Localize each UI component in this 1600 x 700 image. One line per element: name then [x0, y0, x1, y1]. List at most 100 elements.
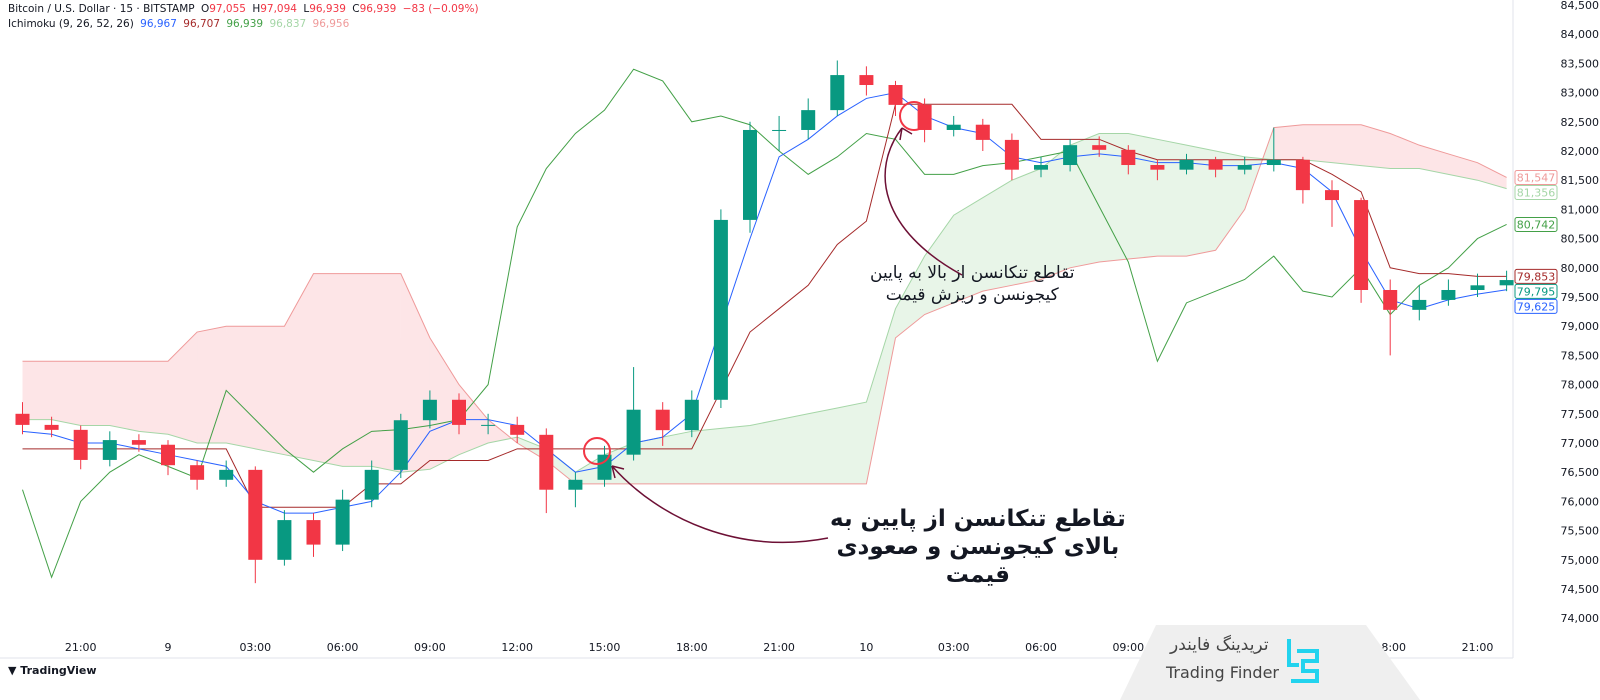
cloud-segment [1390, 133, 1420, 169]
candle-body [568, 479, 583, 490]
candle [248, 466, 263, 584]
symbol-legend: Bitcoin / U.S. Dollar · 15 · BITSTAMP O9… [8, 3, 482, 16]
y-tick-label: 84,500 [1561, 0, 1600, 12]
cloud-segment [1273, 124, 1303, 160]
candle [481, 413, 496, 435]
annotation-line: بالای کیجونسن و صعودی [836, 534, 1120, 560]
low-label: L [303, 3, 310, 15]
cloud-segment [1011, 168, 1041, 286]
candle-body [452, 399, 466, 425]
candle [713, 209, 728, 408]
x-tick-label: 9 [165, 641, 172, 654]
y-tick-label: 80,500 [1561, 233, 1600, 246]
x-tick-label: 18:00 [676, 641, 708, 654]
tradingview-logo[interactable]: ▼ TradingView [8, 664, 97, 677]
price-label-text: 79,795 [1517, 285, 1556, 298]
cloud-segment [429, 337, 459, 470]
candle-body [393, 420, 408, 470]
high-value: 97,094 [260, 3, 297, 15]
annotation-line: قیمت [945, 562, 1010, 588]
close-label: C [352, 3, 360, 15]
candle [393, 413, 408, 479]
candle-body [743, 129, 757, 220]
span-b-line [22, 124, 1507, 485]
candle [1354, 197, 1369, 303]
candle [539, 428, 554, 514]
arrow-bullish [611, 465, 829, 544]
candle [452, 393, 466, 435]
price-label-text: 81,356 [1517, 186, 1556, 199]
candle [1092, 136, 1107, 157]
arrowhead-bullish [611, 465, 625, 479]
indicator-legend[interactable]: Ichimoku (9, 26, 52, 26) 96,967 96,707 9… [8, 18, 352, 31]
y-tick-label: 81,000 [1561, 203, 1600, 216]
cloud-segment [1041, 145, 1071, 280]
cloud-segment [691, 428, 721, 484]
span-a-value: 96,837 [269, 18, 307, 30]
x-tick-label: 12:00 [501, 641, 533, 654]
candle-body [1150, 165, 1165, 170]
candle [1034, 156, 1048, 178]
candle [888, 80, 903, 116]
candle-body [1470, 285, 1485, 290]
candle [15, 402, 30, 435]
candle-body [1499, 280, 1514, 286]
cloud-segment [109, 361, 139, 432]
arrow-bearish [884, 127, 963, 276]
cloud-segment [80, 361, 110, 426]
candle [306, 513, 321, 557]
cloud-segment [1361, 124, 1391, 169]
candle [1499, 270, 1514, 292]
y-tick-label: 76,000 [1561, 495, 1600, 508]
candle-body [306, 520, 321, 545]
candle-body [44, 424, 59, 430]
logo-text-fa: تریدینگ فایندر [1170, 635, 1269, 655]
candle [1121, 145, 1136, 175]
candle [975, 118, 990, 151]
cloud-segment [197, 326, 227, 443]
y-tick-label: 75,000 [1561, 554, 1600, 567]
candle [1063, 139, 1078, 172]
y-tick-label: 76,500 [1561, 466, 1600, 479]
span-a-line [22, 132, 1507, 473]
cloud-segment [750, 419, 780, 484]
price-label-text: 79,625 [1517, 300, 1556, 313]
span-b-value: 96,956 [312, 18, 350, 30]
annotation-bearish-cross: تقاطع تنکانسن از بالا به پایین کیجونسن و… [870, 262, 1074, 306]
candle-body [975, 124, 990, 140]
high-label: H [252, 3, 261, 15]
candle-body [539, 434, 554, 490]
x-tick-label: 09:00 [1112, 641, 1144, 654]
chikou-value: 96,939 [226, 18, 264, 30]
candle-body [1383, 289, 1398, 310]
cloud-segment [400, 273, 430, 473]
cloud-segment [255, 326, 285, 455]
candle [277, 510, 292, 566]
price-label-box [1514, 216, 1558, 232]
cloud-segment [1215, 151, 1245, 251]
candle-body [73, 429, 88, 460]
candle [73, 425, 88, 470]
price-label: 81,547 [1514, 169, 1558, 185]
cloud-segment [313, 273, 343, 467]
cloud-segment [662, 431, 692, 484]
candle-body [684, 399, 699, 431]
candle [568, 472, 583, 508]
x-tick-label: 21:00 [763, 641, 795, 654]
candle [743, 121, 757, 233]
candle-body [15, 413, 30, 425]
price-label: 81,356 [1514, 184, 1558, 200]
candle [364, 460, 379, 508]
cloud-segment [226, 326, 256, 449]
candle [1004, 133, 1019, 181]
candle [772, 115, 787, 151]
candle-body [713, 219, 728, 400]
indicator-title: Ichimoku (9, 26, 52, 26) [8, 18, 134, 30]
y-tick-label: 83,000 [1561, 87, 1600, 100]
y-tick-label: 77,500 [1561, 408, 1600, 421]
cloud-segment [837, 402, 867, 484]
candle [190, 460, 205, 490]
candle-body [830, 75, 845, 111]
candle-body [248, 469, 263, 560]
